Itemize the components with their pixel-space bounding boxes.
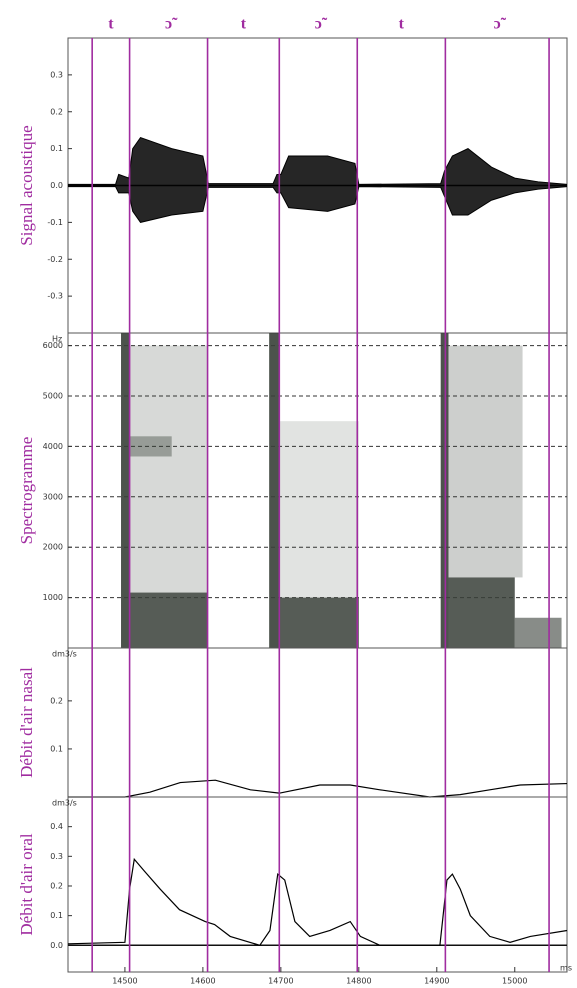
y-tick-label: 4000: [43, 442, 63, 451]
y-tick-label: 3000: [43, 492, 63, 501]
x-tick-label: 14700: [268, 977, 293, 986]
y-axis-label: Spectrogramme: [17, 437, 36, 545]
x-unit: ms: [560, 964, 572, 973]
y-tick-label: 0.1: [50, 911, 63, 920]
y-tick-label: 0.1: [50, 744, 63, 753]
panel-frame: [67, 647, 568, 798]
segment-label: ɔ̃: [494, 16, 507, 33]
waveform-fill: [68, 137, 567, 223]
y-tick-label: -0.3: [47, 292, 63, 301]
y-tick-label: 0.2: [50, 881, 63, 890]
segment-label: ɔ̃: [165, 16, 178, 33]
spectrogram-cell: [448, 345, 523, 578]
y-tick-label: 0.0: [50, 181, 63, 190]
segment-label: ɔ̃: [315, 16, 328, 33]
y-tick-label: -0.2: [47, 255, 63, 264]
y-tick-label: 0.1: [50, 144, 63, 153]
x-tick-label: 14800: [346, 977, 371, 986]
y-axis-label: Débit d'air nasal: [17, 667, 36, 778]
x-tick-label: 14500: [112, 977, 137, 986]
x-tick-label: 14600: [190, 977, 215, 986]
y-tick-label: 0.3: [50, 70, 63, 79]
y-axis-label: Signal acoustique: [17, 125, 36, 245]
y-tick-label: 1000: [43, 593, 63, 602]
y-tick-label: -0.1: [47, 218, 63, 227]
y-tick-label: 0.3: [50, 852, 63, 861]
segment-label: t: [241, 16, 247, 33]
airflow-line: [67, 857, 568, 947]
y-tick-label: 0.2: [50, 696, 63, 705]
airflow-line: [68, 779, 568, 798]
spectrogram-cell: [278, 421, 359, 598]
spectrogram-cell: [121, 333, 130, 648]
panel-frame: [67, 796, 568, 973]
spectrogram-cell: [514, 617, 562, 648]
spectrogram-cell: [269, 333, 279, 648]
y-tick-label: 0.0: [50, 941, 63, 950]
y-unit: dm3/s: [52, 799, 77, 808]
y-tick-label: 5000: [43, 392, 63, 401]
spectrogram-cell: [278, 597, 359, 648]
y-unit: Hz: [52, 335, 62, 344]
x-tick-label: 14900: [424, 977, 449, 986]
x-tick-label: 15000: [502, 977, 527, 986]
y-axis-label: Débit d'air oral: [17, 833, 36, 935]
y-tick-label: 0.4: [50, 822, 63, 831]
spectrogram-cell: [129, 592, 208, 648]
spectrogram-cell: [448, 577, 515, 648]
spectrogram-cell: [129, 436, 172, 457]
spectrogram-cell: [129, 345, 208, 593]
segment-label: t: [108, 16, 114, 33]
y-tick-label: 0.2: [50, 107, 63, 116]
y-unit: dm3/s: [52, 650, 77, 659]
segment-label: t: [399, 16, 405, 33]
y-tick-label: 2000: [43, 543, 63, 552]
y-tick-label: 6000: [43, 341, 63, 350]
